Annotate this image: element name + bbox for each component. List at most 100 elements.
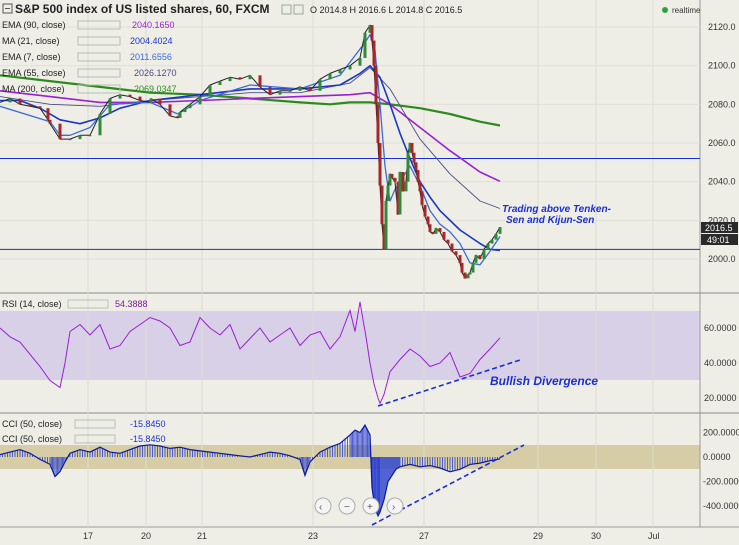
- indicator-controls-icon[interactable]: [77, 68, 121, 78]
- price-candle: [450, 243, 454, 252]
- price-tick-label: 2120.0: [708, 22, 736, 32]
- price-tick-label: 2100.0: [708, 61, 736, 71]
- rsi-tick-label: 40.0000: [704, 358, 737, 368]
- price-candle: [18, 98, 22, 105]
- collapse-icon[interactable]: [2, 3, 13, 14]
- indicator-controls-icon[interactable]: [77, 52, 121, 62]
- price-candle: [38, 106, 42, 109]
- last-price-badge: [701, 222, 738, 233]
- eye-icon[interactable]: [293, 4, 304, 15]
- zoom-in-button[interactable]: [362, 497, 380, 515]
- price-candle: [228, 77, 232, 82]
- ohlc-readout: O 2014.8 H 2016.6 L 2014.8 C 2016.5: [310, 5, 462, 15]
- price-candle: [376, 104, 380, 143]
- price-candle: [158, 98, 162, 105]
- cci-legend[interactable]: CCI (50, close) -15.8450 CCI (50, close)…: [2, 419, 166, 444]
- ema90-line: [0, 90, 501, 183]
- price-candle: [466, 274, 470, 279]
- price-candle: [431, 231, 435, 234]
- time-tick-label: 17: [83, 531, 93, 541]
- trend-annotation-line2: Sen and Kijun-Sen: [506, 215, 594, 226]
- price-candle: [128, 94, 132, 97]
- price-candle: [168, 104, 172, 116]
- indicator-controls-icon[interactable]: [77, 20, 121, 30]
- scroll-left-button[interactable]: [314, 497, 332, 515]
- zoom-out-button[interactable]: [338, 497, 356, 515]
- price-candle: [370, 25, 374, 41]
- price-candle: [46, 108, 50, 120]
- indicator-controls-icon[interactable]: [77, 36, 121, 46]
- realtime-label: realtime: [672, 6, 701, 15]
- indicator-label: EMA (55, close): [2, 68, 66, 78]
- indicator-controls-icon[interactable]: [74, 419, 116, 429]
- indicator-row[interactable]: EMA (90, close) 2040.1650: [2, 20, 175, 30]
- price-candle: [463, 272, 467, 279]
- rsi-divergence-trendline[interactable]: [377, 359, 521, 407]
- cci-tick-label: -400.0000: [703, 501, 739, 511]
- time-tick-label: 21: [197, 531, 207, 541]
- countdown-badge: [701, 234, 738, 245]
- price-candle: [218, 81, 222, 85]
- price-candle: [308, 86, 312, 91]
- scroll-right-button[interactable]: [386, 497, 404, 515]
- price-candle: [412, 152, 416, 163]
- rsi-band: [0, 311, 700, 380]
- price-candle: [406, 152, 410, 182]
- price-candle: [384, 201, 388, 250]
- rsi-legend[interactable]: RSI (14, close) 54.3888: [2, 299, 148, 309]
- rsi-value: 54.3888: [115, 299, 148, 309]
- price-candle: [494, 233, 498, 240]
- indicator-row[interactable]: MA (200, close) 2069.0347: [2, 84, 177, 94]
- header-controls[interactable]: [281, 4, 304, 15]
- price-candle: [149, 98, 153, 103]
- price-candle: [393, 177, 397, 182]
- indicator-controls-icon[interactable]: [74, 434, 116, 444]
- price-candle: [358, 57, 362, 66]
- price-candle: [8, 98, 12, 103]
- price-candle: [478, 255, 482, 259]
- indicator-row[interactable]: EMA (7, close) 2011.6556: [2, 52, 172, 62]
- price-candle: [410, 143, 414, 153]
- price-candle: [404, 181, 408, 192]
- price-candle: [68, 139, 72, 141]
- indicator-value: 2026.1270: [134, 68, 177, 78]
- chevron-right-icon: ›: [392, 502, 395, 513]
- indicator-controls-icon[interactable]: [67, 299, 109, 309]
- cci-tick-label: 200.0000: [703, 428, 739, 438]
- indicator-controls-icon[interactable]: [77, 84, 121, 94]
- indicator-label: MA (21, close): [2, 36, 60, 46]
- indicator-row[interactable]: MA (21, close) 2004.4024: [2, 36, 173, 46]
- price-candle: [288, 90, 292, 92]
- time-tick-label: 20: [141, 531, 151, 541]
- price-tick-label: 2000.0: [708, 254, 736, 264]
- price-candle: [176, 115, 180, 118]
- indicator-row[interactable]: EMA (55, close) 2026.1270: [2, 68, 177, 78]
- price-candle: [374, 65, 378, 105]
- time-tick-label: 23: [308, 531, 318, 541]
- time-tick-label: 29: [533, 531, 543, 541]
- indicator-label: MA (200, close): [2, 84, 65, 94]
- price-candle: [88, 135, 92, 137]
- price-candle: [380, 185, 384, 225]
- countdown-label: 49:01: [707, 235, 730, 245]
- indicator-label: EMA (90, close): [2, 20, 66, 30]
- price-candle: [198, 96, 202, 105]
- price-candle: [258, 75, 262, 87]
- price-candle: [183, 108, 187, 113]
- price-candle: [108, 98, 112, 114]
- cci-value-1: -15.8450: [130, 419, 166, 429]
- cci-tick-label: -200.0000: [703, 477, 739, 487]
- plus-icon: +: [367, 502, 373, 513]
- price-candle: [396, 181, 400, 215]
- price-candle: [418, 181, 422, 192]
- price-candle: [378, 143, 382, 186]
- price-candle: [428, 224, 432, 232]
- price-candle: [420, 191, 424, 205]
- price-candle: [490, 239, 494, 244]
- price-candle: [498, 227, 502, 234]
- price-candle: [138, 96, 142, 101]
- rsi-series: [0, 301, 501, 405]
- settings-icon[interactable]: [281, 4, 292, 15]
- price-candle: [471, 262, 475, 273]
- price-candle: [118, 94, 122, 99]
